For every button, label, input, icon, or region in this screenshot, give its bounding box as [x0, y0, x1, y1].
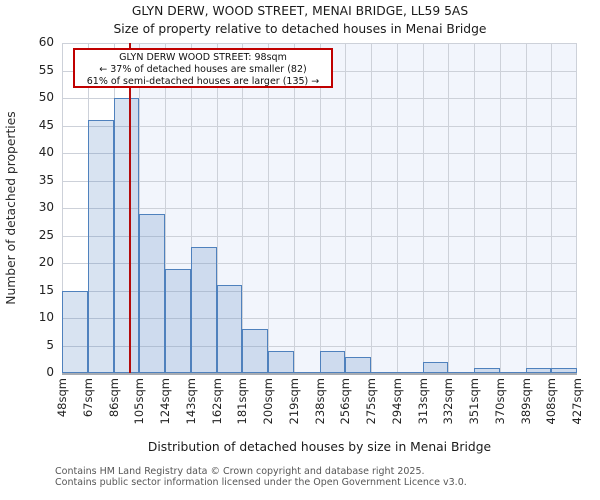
x-tick-label: 313sqm: [415, 378, 430, 425]
histogram-bar: [242, 329, 268, 373]
histogram-bar: [216, 285, 243, 373]
histogram-bar: [190, 246, 217, 373]
y-tick-label: 5: [46, 337, 54, 352]
y-tick-label: 45: [38, 117, 54, 132]
y-tick-label: 50: [38, 90, 54, 104]
horizontal-gridline: [62, 345, 577, 347]
y-tick-label: 10: [38, 310, 54, 324]
horizontal-gridline: [62, 180, 577, 182]
footer: Contains HM Land Registry data © Crown c…: [55, 466, 467, 488]
y-tick-label: 0: [46, 365, 54, 379]
y-tick-label: 25: [38, 227, 54, 242]
annotation-line-2: ← 37% of detached houses are smaller (82…: [99, 64, 307, 75]
histogram-bar: [165, 268, 191, 373]
histogram-bar: [87, 120, 114, 373]
y-tick-label: 15: [38, 282, 54, 297]
histogram-bar: [268, 351, 294, 373]
property-size-marker-line: [128, 43, 131, 373]
x-tick-label: 389sqm: [518, 378, 533, 425]
x-tick-label: 238sqm: [312, 378, 327, 425]
horizontal-gridline: [62, 153, 577, 154]
y-tick-label: 30: [38, 200, 54, 214]
histogram-bar: [62, 290, 88, 373]
annotation-line-3: 61% of semi-detached houses are larger (…: [86, 76, 320, 87]
x-axis-label: Distribution of detached houses by size …: [147, 440, 492, 454]
x-tick-label: 48sqm: [55, 378, 69, 418]
horizontal-gridline: [62, 125, 577, 127]
y-tick-label: 60: [38, 35, 54, 49]
x-tick-label: 181sqm: [235, 378, 250, 425]
x-tick-label: 332sqm: [441, 378, 456, 425]
x-tick-label: 143sqm: [183, 378, 198, 425]
x-tick-label: 427sqm: [570, 378, 584, 425]
x-axis-spine: [62, 373, 577, 375]
annotation-box: GLYN DERW WOOD STREET: 98sqm ← 37% of de…: [73, 48, 333, 88]
x-tick-label: 200sqm: [261, 378, 275, 425]
footer-line-2: Contains public sector information licen…: [55, 476, 467, 488]
x-tick-label: 67sqm: [80, 378, 95, 418]
footer-line-1: Contains HM Land Registry data © Crown c…: [55, 466, 425, 477]
x-tick-label: 124sqm: [158, 378, 172, 425]
histogram-bar: [113, 98, 140, 373]
x-tick-label: 219sqm: [286, 378, 301, 425]
histogram-bar: [345, 356, 371, 373]
x-tick-label: 370sqm: [492, 378, 507, 425]
annotation-line-1: GLYN DERW WOOD STREET: 98sqm: [119, 52, 287, 63]
horizontal-gridline: [62, 263, 577, 264]
y-tick-label: 55: [38, 62, 54, 77]
histogram-bar: [319, 351, 346, 373]
y-tick-label: 40: [38, 145, 54, 159]
chart-subtitle: Size of property relative to detached ho…: [113, 22, 487, 36]
x-tick-label: 105sqm: [132, 378, 147, 425]
x-tick-label: 162sqm: [209, 378, 224, 425]
horizontal-gridline: [62, 318, 577, 319]
y-tick-label: 35: [38, 172, 54, 187]
histogram-bar: [139, 213, 165, 373]
y-tick-label: 20: [38, 255, 54, 269]
x-tick-label: 86sqm: [106, 378, 121, 418]
plot-area: GLYN DERW WOOD STREET: 98sqm ← 37% of de…: [62, 43, 577, 375]
horizontal-gridline: [62, 290, 577, 292]
x-tick-label: 275sqm: [364, 378, 378, 425]
x-tick-label: 256sqm: [338, 378, 353, 425]
bars-baseline: [62, 372, 577, 373]
plot-layers: [62, 43, 577, 374]
horizontal-gridline: [62, 43, 577, 44]
x-tick-label: 351sqm: [467, 378, 481, 425]
horizontal-gridline: [62, 235, 577, 237]
horizontal-gridline: [62, 208, 577, 209]
chart-title: GLYN DERW, WOOD STREET, MENAI BRIDGE, LL…: [131, 4, 469, 18]
x-tick-label: 294sqm: [389, 378, 404, 425]
horizontal-gridline: [62, 98, 577, 99]
x-tick-label: 408sqm: [544, 378, 559, 425]
